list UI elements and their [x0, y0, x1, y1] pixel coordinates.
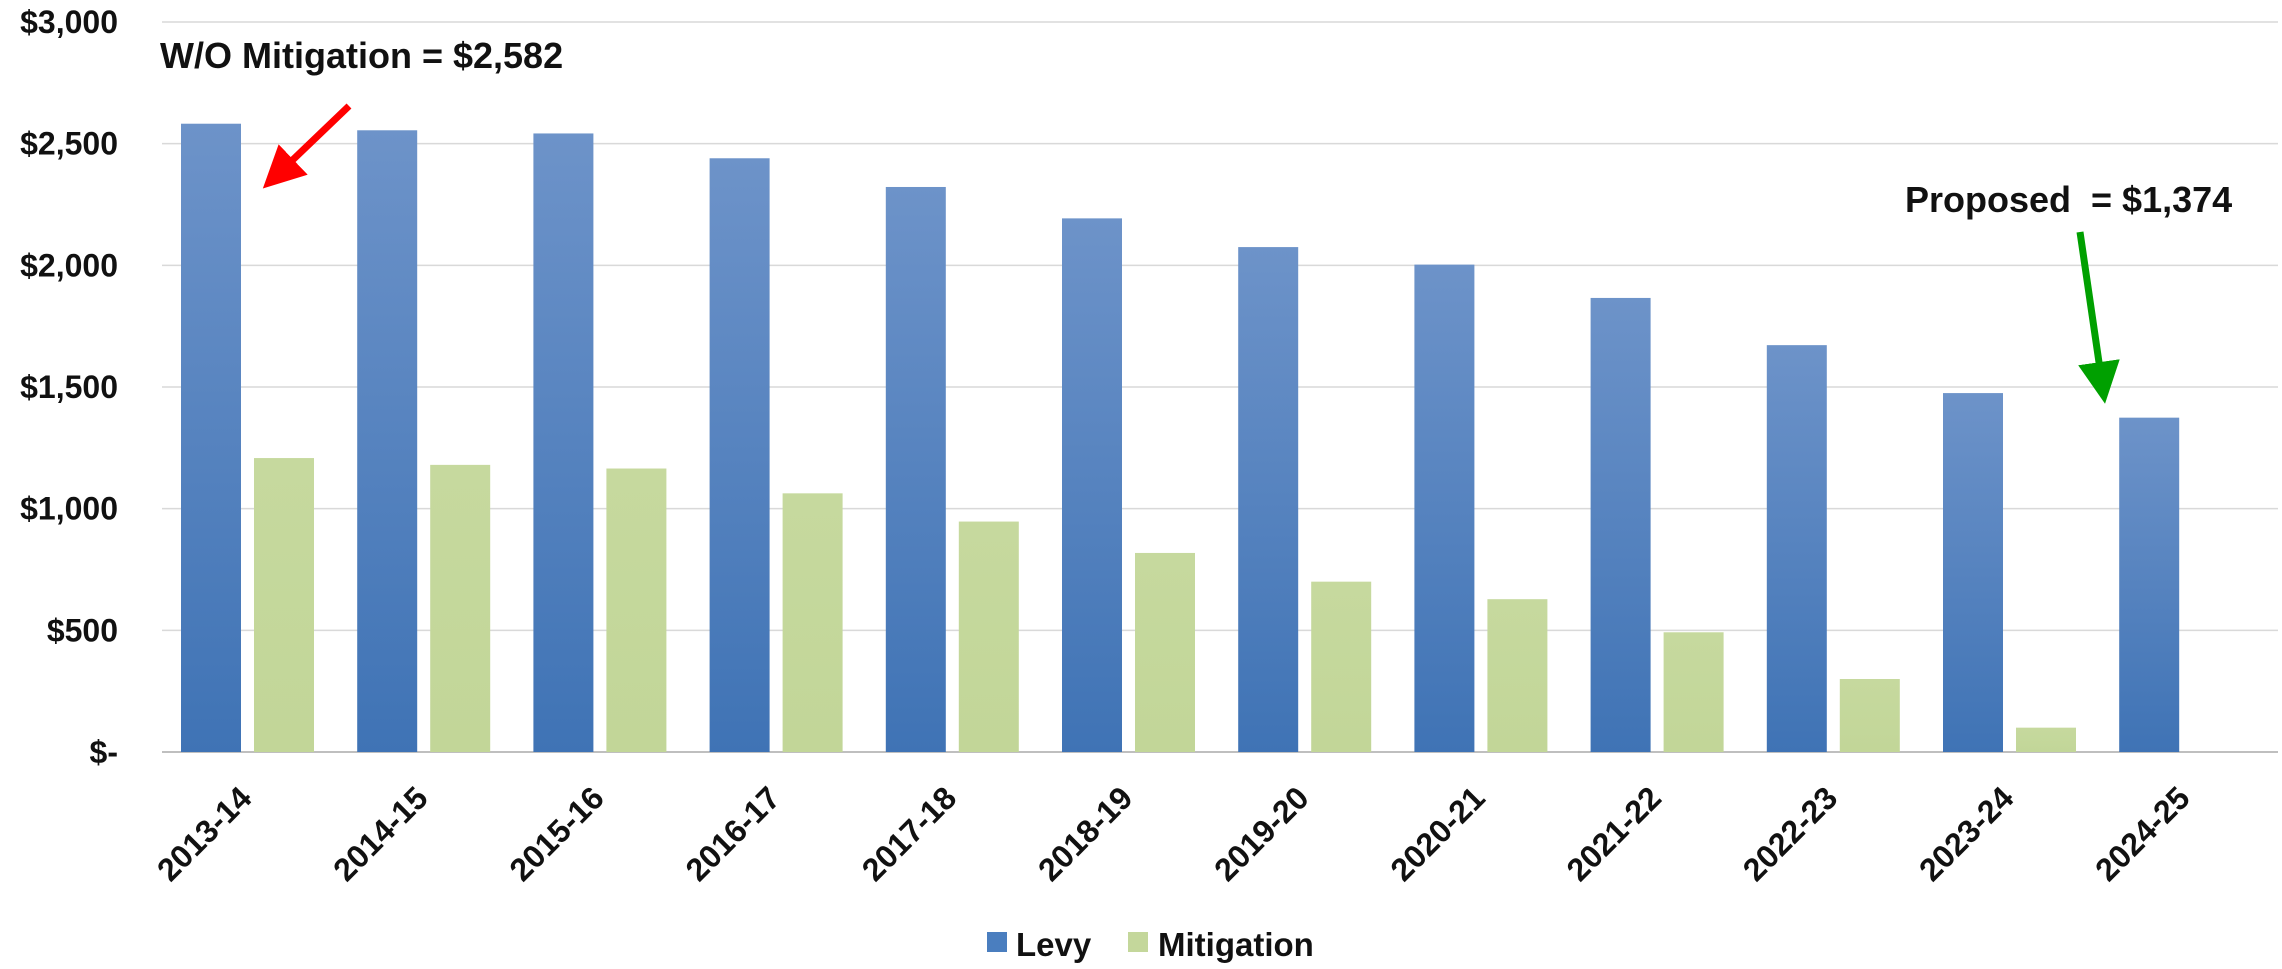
x-tick-label: 2015-16	[502, 779, 610, 887]
y-tick-label: $2,000	[20, 247, 118, 283]
legend-label-levy: Levy	[1016, 926, 1092, 963]
gridlines	[162, 21, 2278, 753]
y-tick-label: $500	[47, 612, 118, 648]
bar-levy	[885, 186, 946, 753]
bar-mitigation	[958, 521, 1019, 752]
y-tick-label: $-	[90, 734, 118, 770]
y-tick-label: $1,000	[20, 491, 118, 527]
x-tick-label: 2019-20	[1207, 779, 1315, 887]
y-tick-label: $1,500	[20, 369, 118, 405]
x-tick-label: 2017-18	[855, 779, 963, 887]
bar-mitigation	[782, 493, 843, 752]
bar-levy	[357, 130, 418, 753]
bar-mitigation	[1487, 599, 1548, 752]
bar-levy	[709, 158, 770, 752]
x-tick-label: 2014-15	[326, 779, 434, 887]
x-tick-label: 2024-25	[2088, 779, 2196, 887]
x-tick-label: 2016-17	[679, 779, 787, 887]
x-tick-label: 2022-23	[1736, 779, 1844, 887]
legend-swatch-levy	[987, 932, 1007, 952]
legend: Levy Mitigation	[987, 926, 1314, 963]
annotations: W/O Mitigation = $2,582 Proposed = $1,374	[160, 35, 2232, 404]
bar-mitigation	[2016, 727, 2076, 752]
bar-mitigation	[1311, 581, 1372, 752]
bar-levy	[1766, 345, 1827, 752]
x-tick-label: 2013-14	[150, 779, 259, 888]
legend-swatch-mitigation	[1128, 932, 1148, 952]
bar-mitigation	[1135, 552, 1195, 752]
bar-mitigation	[254, 458, 314, 752]
arrow-icon-green	[2076, 231, 2120, 404]
annotation-text-without-mitigation: W/O Mitigation = $2,582	[160, 35, 563, 76]
bar-levy	[181, 123, 241, 753]
bar-mitigation	[1663, 632, 1724, 752]
bar-levy	[1943, 393, 2003, 752]
annotation-text-proposed: Proposed = $1,374	[1905, 179, 2232, 220]
legend-label-mitigation: Mitigation	[1158, 926, 1314, 963]
y-tick-label: $2,500	[20, 126, 118, 162]
x-tick-label: 2020-21	[1383, 779, 1491, 887]
bar-levy	[1062, 218, 1122, 752]
x-tick-label: 2023-24	[1912, 779, 2021, 888]
bar-mitigation	[1839, 679, 1900, 752]
x-tick-label: 2021-22	[1560, 779, 1668, 887]
x-tick-label: 2018-19	[1031, 779, 1139, 887]
y-tick-label: $3,000	[20, 4, 118, 40]
bar-mitigation	[430, 464, 491, 752]
arrow-icon-red	[262, 103, 352, 189]
bar-levy	[533, 133, 594, 753]
bar-levy	[2119, 417, 2180, 752]
bar-levy	[1590, 297, 1651, 752]
bar-mitigation	[606, 468, 667, 752]
bars	[181, 123, 2180, 753]
bar-levy	[1414, 264, 1475, 752]
bar-levy	[1238, 247, 1299, 753]
